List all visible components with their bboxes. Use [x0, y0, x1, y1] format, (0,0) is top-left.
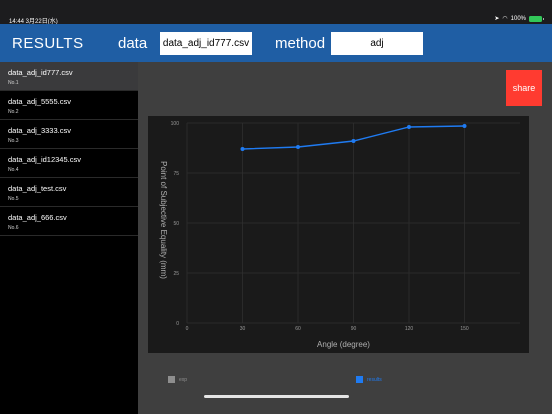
header-bar: RESULTS data data_adj_id777.csv method a…: [0, 24, 552, 62]
sidebar-item-number: No.1: [8, 80, 19, 86]
legend-item-results[interactable]: results: [356, 376, 382, 383]
y-tick-label: 25: [173, 271, 179, 277]
main-panel: share 0 25 50 75 100 0 30 60 90 120 150 Angle (degr…: [138, 62, 552, 414]
sidebar-item-filename: data_adj_id12345.csv: [8, 155, 81, 164]
x-tick-label: 60: [295, 326, 301, 332]
y-tick-label: 50: [173, 221, 179, 227]
x-tick-label: 0: [186, 326, 189, 332]
sidebar-item[interactable]: data_adj_5555.csv No.2: [0, 91, 138, 120]
x-axis-label: Angle (degree): [317, 340, 370, 349]
x-tick-label: 150: [460, 326, 469, 332]
sidebar-item[interactable]: data_adj_id777.csv No.1: [0, 62, 138, 91]
legend-swatch: [168, 376, 175, 383]
x-tick-label: 30: [240, 326, 246, 332]
sidebar-item-filename: data_adj_5555.csv: [8, 97, 71, 106]
chart-panel: 0 25 50 75 100 0 30 60 90 120 150 Angle (degree) Poi…: [148, 116, 529, 353]
data-point: [462, 124, 467, 128]
data-point: [351, 139, 356, 143]
legend-label: results: [367, 376, 382, 383]
wifi-icon: ◠: [502, 16, 508, 22]
sidebar-item[interactable]: data_adj_666.csv No.6: [0, 207, 138, 236]
data-field[interactable]: data_adj_id777.csv: [160, 32, 252, 55]
legend-swatch: [356, 376, 363, 383]
legend-label: exp: [179, 376, 188, 383]
method-field[interactable]: adj: [331, 32, 423, 55]
sidebar-item-filename: data_adj_id777.csv: [8, 68, 73, 77]
data-label: data: [118, 35, 148, 52]
sidebar-item[interactable]: data_adj_id12345.csv No.4: [0, 149, 138, 178]
battery-percent: 100%: [510, 15, 526, 22]
sidebar-item-number: No.2: [8, 109, 19, 115]
sidebar-item-number: No.5: [8, 196, 19, 202]
sidebar-item-filename: data_adj_666.csv: [8, 213, 67, 222]
file-list-sidebar: data_adj_id777.csv No.1 data_adj_5555.csv N…: [0, 62, 138, 414]
data-point: [296, 145, 300, 149]
data-point: [407, 125, 411, 129]
data-point: [240, 147, 245, 151]
y-axis-label: Point of Subjective Equality (mm): [159, 161, 168, 279]
location-icon: ➤: [494, 16, 500, 22]
sidebar-item-number: No.3: [8, 138, 19, 144]
chart-legend: exp results: [138, 376, 552, 388]
y-tick-label: 75: [173, 171, 179, 177]
y-tick-label: 100: [171, 121, 180, 127]
sidebar-item[interactable]: data_adj_3333.csv No.3: [0, 120, 138, 149]
status-bar: 14:44 3月22日(水) ➤ ◠ 100%: [0, 0, 552, 25]
page-title: RESULTS: [12, 35, 84, 52]
sidebar-item-filename: data_adj_3333.csv: [8, 126, 71, 135]
sidebar-item-number: No.6: [8, 225, 19, 231]
y-tick-label: 0: [176, 321, 179, 327]
x-tick-label: 90: [351, 326, 357, 332]
home-indicator: [204, 395, 349, 398]
legend-item-exp[interactable]: exp: [168, 376, 187, 383]
share-button[interactable]: share: [506, 70, 542, 106]
sidebar-item[interactable]: data_adj_test.csv No.5: [0, 178, 138, 207]
status-indicators: ➤ ◠ 100%: [494, 15, 544, 22]
sidebar-item-number: No.4: [8, 167, 19, 173]
status-time: 14:44 3月22日(水): [9, 19, 58, 25]
line-chart: 0 25 50 75 100 0 30 60 90 120 150 Angle (degree) Poi…: [159, 121, 520, 349]
sidebar-item-filename: data_adj_test.csv: [8, 184, 67, 193]
x-tick-label: 120: [405, 326, 414, 332]
battery-icon: [529, 15, 544, 22]
method-label: method: [275, 35, 326, 52]
